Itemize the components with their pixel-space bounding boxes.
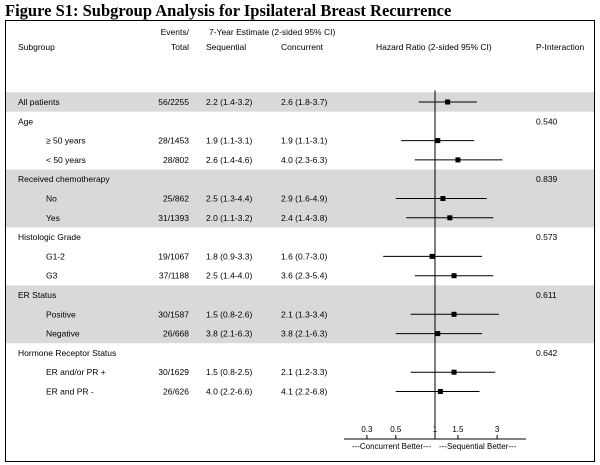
figure-title: Figure S1: Subgroup Analysis for Ipsilat… [5,1,452,20]
row-events: 30/1629 [158,367,189,377]
row-label: < 50 years [46,155,86,165]
hazard-ratio-point [435,331,441,337]
row-label: G1-2 [46,251,65,261]
row-label: Positive [46,309,76,319]
direction-right-label: ---Sequential Better--- [439,442,517,451]
header-p-interaction: P-Interaction [536,42,584,52]
row-p-interaction: 0.540 [536,116,558,126]
hazard-ratio-point [440,196,446,201]
x-tick-label: 0.3 [361,425,373,434]
hazard-ratio-point [451,369,457,375]
row-events: 28/802 [163,155,189,165]
row-label: Negative [46,329,80,339]
row-events: 56/2255 [158,97,189,107]
row-sequential-estimate: 3.8 (2.1-6.3) [206,329,252,339]
header-hazard-ratio: Hazard Ratio (2-sided 95% CI) [376,42,492,52]
row-label: All patients [18,97,60,107]
row-concurrent-estimate: 4.0 (2.3-6.3) [281,155,327,165]
forest-plot-panel: 7-Year Estimate (2-sided 95% CI) Subgrou… [5,20,595,462]
hazard-ratio-point [455,157,461,163]
row-sequential-estimate: 1.8 (0.9-3.3) [206,251,252,261]
row-sequential-estimate: 4.0 (2.2-6.6) [206,387,252,397]
row-concurrent-estimate: 1.9 (1.1-3.1) [281,136,327,146]
row-p-interaction: 0.611 [536,290,557,300]
forest-plot: 7-Year Estimate (2-sided 95% CI) Subgrou… [6,27,594,451]
row-sequential-estimate: 1.9 (1.1-3.1) [206,136,252,146]
table-rows: All patients 56/2255 2.2 (1.4-3.2) 2.6 (1.8… [18,97,558,397]
row-label: ≥ 50 years [46,136,86,146]
row-concurrent-estimate: 4.1 (2.2-6.8) [281,387,327,397]
row-sequential-estimate: 2.5 (1.4-4.0) [206,271,252,281]
row-concurrent-estimate: 1.6 (0.7-3.0) [281,251,327,261]
hazard-ratio-point [445,99,451,105]
row-label: ER and PR - [46,387,94,397]
hazard-ratio-point [429,253,435,259]
hazard-ratio-point [447,215,453,221]
row-label: Hormone Receptor Status [18,348,116,358]
x-tick-label: 3 [495,425,500,434]
row-label: G3 [46,271,58,281]
row-events: 19/1067 [158,251,189,261]
row-sequential-estimate: 1.5 (0.8-2.5) [206,367,252,377]
row-sequential-estimate: 2.6 (1.4-4.6) [206,155,252,165]
hazard-ratio-marks [383,90,503,439]
hazard-ratio-point [435,138,441,144]
row-events: 37/1188 [159,271,189,281]
x-tick-label: 1 [433,425,438,434]
row-label: ER Status [18,290,56,300]
row-sequential-estimate: 2.0 (1.1-3.2) [206,213,252,223]
row-p-interaction: 0.573 [536,232,558,242]
row-label: Age [18,116,33,126]
row-concurrent-estimate: 2.1 (1.3-3.4) [281,309,327,319]
header-sequential: Sequential [206,42,246,52]
row-concurrent-estimate: 3.6 (2.3-5.4) [281,271,327,281]
row-events: 26/626 [163,387,189,397]
row-concurrent-estimate: 2.4 (1.4-3.8) [281,213,327,223]
row-label: No [46,194,57,204]
x-tick-label: 1.5 [452,425,464,434]
row-events: 28/1453 [158,136,189,146]
shade-band [6,92,594,112]
header-estimate-title: 7-Year Estimate (2-sided 95% CI) [209,27,335,37]
row-p-interaction: 0.839 [536,174,558,184]
row-events: 30/1587 [158,309,189,319]
row-sequential-estimate: 2.2 (1.4-3.2) [206,97,252,107]
row-label: Yes [46,213,60,223]
row-sequential-estimate: 2.5 (1.3-4.4) [206,194,252,204]
row-events: 26/668 [163,329,189,339]
hazard-ratio-point [451,273,457,279]
row-events: 31/1393 [158,213,189,223]
header-events-line1: Events/ [161,27,190,37]
row-sequential-estimate: 1.5 (0.8-2.6) [206,309,252,319]
row-p-interaction: 0.642 [536,348,558,358]
direction-left-label: ---Concurrent Better--- [352,442,431,451]
row-label: Histologic Grade [18,232,81,242]
shading-bands [6,92,594,344]
row-concurrent-estimate: 2.6 (1.8-3.7) [281,97,327,107]
header-concurrent: Concurrent [281,42,324,52]
row-label: ER and/or PR + [46,367,106,377]
hazard-ratio-point [437,389,443,394]
row-concurrent-estimate: 2.1 (1.2-3.3) [281,367,327,377]
x-tick-label: 0.5 [390,425,402,434]
row-concurrent-estimate: 3.8 (2.1-6.3) [281,329,327,339]
row-events: 25/862 [163,194,189,204]
header-subgroup: Subgroup [18,42,55,52]
row-concurrent-estimate: 2.9 (1.6-4.9) [281,194,327,204]
x-axis: 0.3 0.5 1 1.5 3 ---Concurrent Better--- ---Seq… [344,425,526,451]
header-events-line2: Total [171,42,189,52]
row-label: Received chemotherapy [18,174,110,184]
shade-band [6,169,594,228]
hazard-ratio-point [451,311,457,317]
